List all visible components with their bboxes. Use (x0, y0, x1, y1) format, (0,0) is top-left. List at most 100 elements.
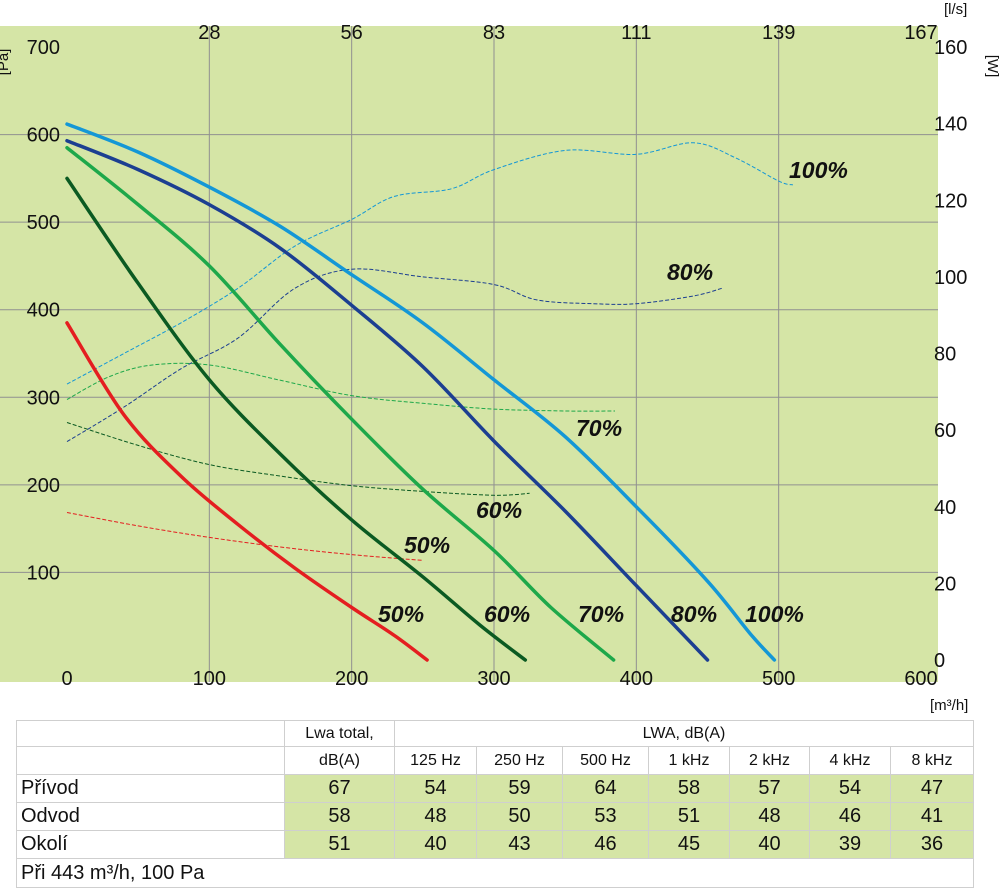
power-curve-80 (66, 268, 722, 443)
table-row: Okolí 51 40 43 46 45 40 39 36 (16, 830, 975, 859)
pressure-curve-label: 80% (671, 601, 717, 627)
table-row: Odvod 58 48 50 53 51 48 46 41 (16, 802, 975, 831)
table-note-row: Při 443 m³/h, 100 Pa (15, 858, 975, 888)
band-header: 4 kHz (809, 746, 891, 775)
power-curve-label: 100% (789, 157, 848, 183)
table-header-row: Lwa total, LWA, dB(A) (16, 720, 975, 747)
y-left-tick-label: 100 (27, 562, 60, 584)
header-total: Lwa total, (284, 720, 395, 747)
cell: 46 (809, 802, 891, 831)
power-curve-50 (66, 512, 423, 561)
curve-labels: 50% 60% 70% 80% 100% 50% 60% 70% 80% 100% (378, 157, 848, 627)
x-tick-label: 100 (193, 668, 226, 690)
header-total-unit: dB(A) (284, 746, 395, 775)
table-row: Přívod 67 54 59 64 58 57 54 47 (16, 774, 975, 803)
row-name: Přívod (16, 774, 285, 803)
cell: 48 (729, 802, 810, 831)
header-corner (16, 720, 285, 747)
pressure-curves (65, 122, 777, 662)
cell: 40 (394, 830, 477, 859)
row-total: 51 (284, 830, 395, 859)
power-curve-label: 80% (667, 259, 713, 285)
power-curve-label: 50% (404, 532, 450, 558)
header-lwa: LWA, dB(A) (393, 720, 975, 747)
cell: 40 (729, 830, 810, 859)
x-tick-label: 500 (762, 668, 795, 690)
x-tick-label: 600 (904, 668, 937, 690)
pressure-curve-label: 60% (484, 601, 530, 627)
power-curve-100 (66, 142, 794, 385)
y-right-tick-label: 160 (934, 37, 967, 59)
cell: 39 (809, 830, 891, 859)
operating-point-note: Při 443 m³/h, 100 Pa (15, 858, 975, 888)
pressure-curve-label: 50% (378, 601, 424, 627)
cell: 64 (562, 774, 649, 803)
pressure-curve-60 (65, 176, 528, 662)
pressure-curve-label: 70% (578, 601, 624, 627)
row-name: Odvod (16, 802, 285, 831)
cell: 59 (476, 774, 563, 803)
x-tick-label: 200 (335, 668, 368, 690)
y-right-tick-label: 60 (934, 420, 956, 442)
power-curve-label: 70% (576, 415, 622, 441)
band-header: 2 kHz (729, 746, 810, 775)
cell: 48 (394, 802, 477, 831)
y-left-tick-label: 400 (27, 300, 60, 322)
cell: 58 (648, 774, 730, 803)
cell: 50 (476, 802, 563, 831)
y-right-tick-label: 140 (934, 114, 967, 136)
y-left-tick-label: 700 (27, 37, 60, 59)
cell: 45 (648, 830, 730, 859)
pressure-curve-80 (65, 138, 710, 662)
x-tick-label: 400 (620, 668, 653, 690)
y-right-tick-label: 0 (934, 650, 945, 672)
grid (0, 26, 938, 682)
y-left-unit: [Pa] (0, 49, 12, 76)
cell: 36 (889, 830, 975, 859)
x-tick-label: 300 (477, 668, 510, 690)
cell: 54 (394, 774, 477, 803)
y-right-tick-label: 120 (934, 190, 967, 212)
header-corner-2 (16, 746, 285, 775)
y-left-tick-label: 200 (27, 475, 60, 497)
noise-table: Lwa total, LWA, dB(A) dB(A) 125 Hz 250 H… (15, 720, 975, 888)
band-header: 1 kHz (648, 746, 730, 775)
top-axis-unit: [l/s] (944, 1, 967, 18)
band-header: 125 Hz (394, 746, 477, 775)
cell: 54 (809, 774, 891, 803)
top-tick-label: 111 (621, 22, 651, 44)
cell: 51 (648, 802, 730, 831)
y-right-tick-label: 40 (934, 497, 956, 519)
cell: 41 (889, 802, 975, 831)
pressure-curve-50 (65, 321, 429, 662)
row-total: 67 (284, 774, 395, 803)
top-tick-label: 28 (198, 22, 220, 44)
top-tick-label: 139 (762, 22, 795, 44)
plot-background (0, 26, 938, 682)
y-right-tick-label: 80 (934, 344, 956, 366)
noise-table-wrap: Lwa total, LWA, dB(A) dB(A) 125 Hz 250 H… (15, 720, 975, 888)
y-left-tick-label: 300 (27, 387, 60, 409)
y-right-tick-label: 100 (934, 267, 967, 289)
cell: 46 (562, 830, 649, 859)
y-left-tick-label: 600 (27, 125, 60, 147)
band-header: 500 Hz (562, 746, 649, 775)
y-right-tick-label: 20 (934, 573, 956, 595)
y-left-tick-label: 500 (27, 212, 60, 234)
cell: 53 (562, 802, 649, 831)
pressure-curve-70 (65, 145, 616, 662)
x-axis-unit: [m³/h] (930, 697, 968, 714)
top-tick-label: 56 (341, 22, 363, 44)
power-curve-60 (66, 422, 530, 496)
x-tick-label: 0 (61, 668, 72, 690)
cell: 43 (476, 830, 563, 859)
pressure-curve-label: 100% (745, 601, 804, 627)
pressure-curve-100 (65, 122, 777, 662)
power-curve-label: 60% (476, 497, 522, 523)
cell: 57 (729, 774, 810, 803)
top-tick-label: 83 (483, 22, 505, 44)
table-bands-row: dB(A) 125 Hz 250 Hz 500 Hz 1 kHz 2 kHz 4… (16, 746, 975, 775)
band-header: 250 Hz (476, 746, 563, 775)
